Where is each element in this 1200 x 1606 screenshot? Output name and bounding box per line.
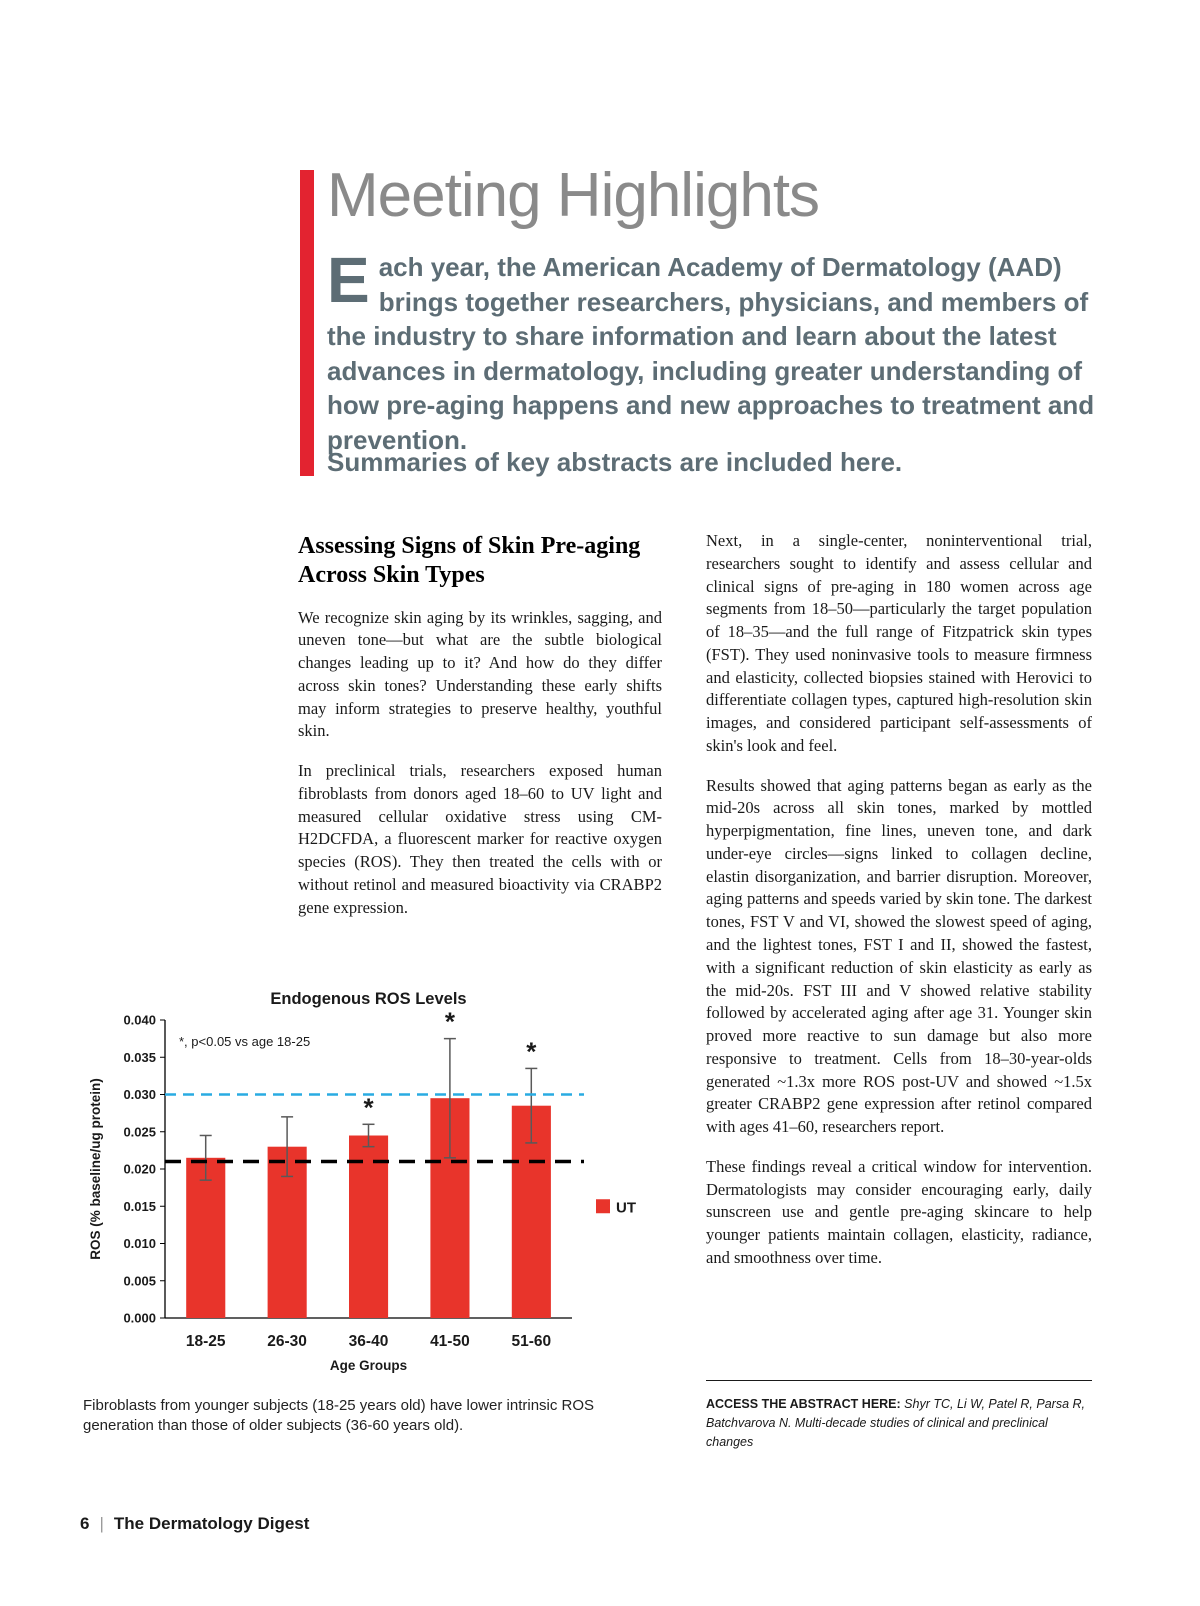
body-paragraph: In preclinical trials, researchers expos… bbox=[298, 761, 662, 917]
left-column: Assessing Signs of Skin Pre-aging Across… bbox=[298, 532, 662, 936]
access-citation: Shyr TC, Li W, Patel R, Parsa R, Batchva… bbox=[706, 1397, 1086, 1449]
svg-text:0.030: 0.030 bbox=[123, 1087, 156, 1102]
abstract-access-block: ACCESS THE ABSTRACT HERE: Shyr TC, Li W,… bbox=[706, 1380, 1092, 1451]
svg-text:Endogenous ROS Levels: Endogenous ROS Levels bbox=[270, 990, 466, 1008]
summary-line: Summaries of key abstracts are included … bbox=[327, 447, 903, 477]
svg-text:26-30: 26-30 bbox=[267, 1333, 307, 1350]
svg-text:UT: UT bbox=[616, 1199, 636, 1216]
accent-bar bbox=[300, 170, 314, 476]
svg-text:0.010: 0.010 bbox=[123, 1236, 156, 1251]
svg-text:*: * bbox=[445, 1007, 456, 1037]
svg-text:36-40: 36-40 bbox=[349, 1333, 389, 1350]
svg-text:0.040: 0.040 bbox=[123, 1013, 156, 1028]
figure-caption: Fibroblasts from younger subjects (18-25… bbox=[83, 1397, 595, 1435]
right-column: Next, in a single-center, noninterventio… bbox=[706, 530, 1092, 1287]
footer-separator: | bbox=[99, 1514, 104, 1533]
intro-text: ach year, the American Academy of Dermat… bbox=[327, 252, 1095, 455]
svg-text:0.035: 0.035 bbox=[123, 1050, 156, 1065]
svg-text:0.020: 0.020 bbox=[123, 1162, 156, 1177]
svg-text:0.015: 0.015 bbox=[123, 1199, 156, 1214]
access-label: ACCESS THE ABSTRACT HERE: bbox=[706, 1397, 901, 1411]
ros-bar-chart: 0.000 0.005 0.010 0.015 0.020 0.025 0.030 0.035… bbox=[85, 986, 670, 1378]
publication-name: The Dermatology Digest bbox=[113, 1514, 310, 1533]
svg-text:18-25: 18-25 bbox=[186, 1333, 226, 1350]
body-paragraph: Next, in a single-center, noninterventio… bbox=[706, 531, 1092, 755]
svg-text:0.005: 0.005 bbox=[123, 1273, 156, 1288]
chart-canvas: 0.000 0.005 0.010 0.015 0.020 0.025 0.030 0.035… bbox=[88, 990, 636, 1373]
svg-text:*, p<0.05 vs age 18-25: *, p<0.05 vs age 18-25 bbox=[179, 1034, 310, 1049]
svg-text:0.025: 0.025 bbox=[123, 1124, 156, 1139]
svg-text:ROS (% baseline/ug protein): ROS (% baseline/ug protein) bbox=[88, 1078, 103, 1260]
svg-text:51-60: 51-60 bbox=[511, 1333, 551, 1350]
svg-text:*: * bbox=[526, 1036, 537, 1066]
body-paragraph: We recognize skin aging by its wrinkles,… bbox=[298, 607, 662, 741]
svg-text:*: * bbox=[363, 1092, 374, 1122]
drop-cap: E bbox=[327, 244, 370, 316]
body-paragraph: Results showed that aging patterns began… bbox=[706, 775, 1092, 1137]
article-heading: Assessing Signs of Skin Pre-aging Across… bbox=[298, 533, 641, 589]
page-title: Meeting Highlights bbox=[327, 161, 820, 230]
svg-text:0.000: 0.000 bbox=[123, 1311, 156, 1326]
body-paragraph: These findings reveal a critical window … bbox=[706, 1156, 1092, 1267]
page-number: 6 bbox=[80, 1514, 90, 1533]
svg-text:41-50: 41-50 bbox=[430, 1333, 470, 1350]
page-footer: 6 | The Dermatology Digest bbox=[80, 1514, 309, 1534]
svg-text:Age Groups: Age Groups bbox=[330, 1358, 407, 1373]
